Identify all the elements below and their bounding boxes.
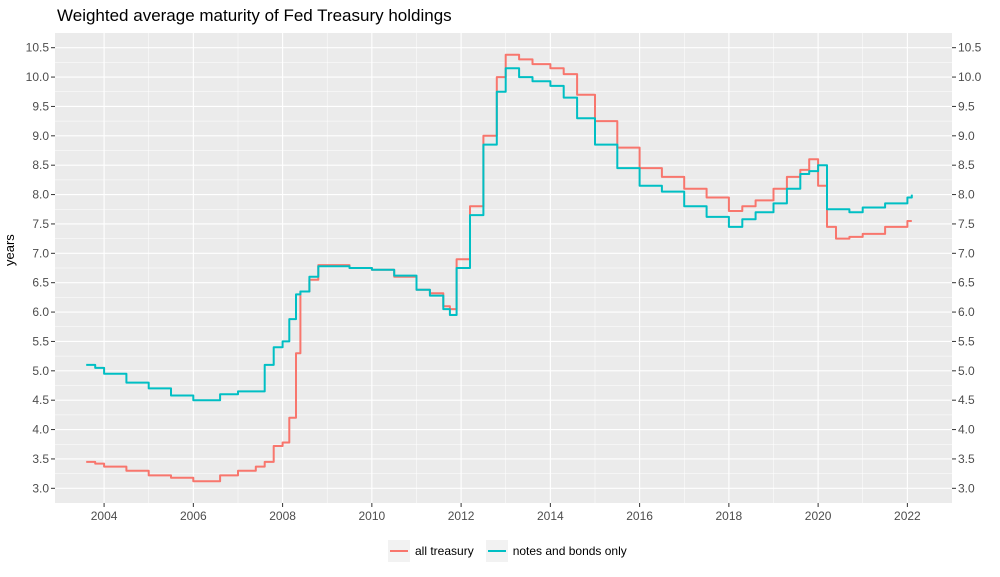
legend-key-all-treasury — [388, 540, 410, 562]
legend-label-all-treasury: all treasury — [415, 544, 474, 558]
y-tick-label: 8.0 — [32, 188, 49, 202]
x-tick-label: 2004 — [91, 509, 118, 523]
y-tick-label-right: 6.5 — [958, 276, 975, 290]
y-tick-label: 10.5 — [26, 41, 50, 55]
y-tick-label: 5.5 — [32, 334, 49, 348]
y-tick-label: 3.0 — [32, 481, 49, 495]
y-tick-label: 6.0 — [32, 305, 49, 319]
y-tick-label-right: 4.5 — [958, 393, 975, 407]
y-tick-label: 7.0 — [32, 246, 49, 260]
series-lines — [86, 53, 913, 483]
y-tick-label-right: 4.0 — [958, 423, 975, 437]
x-tick-label: 2008 — [269, 509, 296, 523]
y-tick-label: 5.0 — [32, 364, 49, 378]
y-tick-label-right: 9.5 — [958, 99, 975, 113]
y-tick-label: 6.5 — [32, 276, 49, 290]
y-tick-label: 4.0 — [32, 423, 49, 437]
legend: all treasury notes and bonds only — [388, 540, 639, 562]
y-tick-label-right: 8.5 — [958, 158, 975, 172]
chart-title: Weighted average maturity of Fed Treasur… — [57, 6, 452, 25]
x-tick-label: 2012 — [448, 509, 475, 523]
legend-label-notes-and-bonds: notes and bonds only — [512, 544, 627, 558]
x-tick-label: 2010 — [358, 509, 385, 523]
y-tick-label-right: 3.5 — [958, 452, 975, 466]
y-tick-label-right: 6.0 — [958, 305, 975, 319]
x-tick-label: 2016 — [626, 509, 653, 523]
y-tick-label-right: 8.0 — [958, 188, 975, 202]
x-tick-label: 2020 — [805, 509, 832, 523]
gridlines — [55, 33, 952, 503]
y-tick-label-right: 10.0 — [958, 70, 982, 84]
y-axis-label: years — [2, 234, 17, 266]
legend-key-notes-and-bonds — [485, 540, 508, 562]
y-tick-label: 9.0 — [32, 129, 49, 143]
series-line-1 — [86, 67, 913, 402]
y-tick-label: 3.5 — [32, 452, 49, 466]
y-tick-label-right: 5.0 — [958, 364, 975, 378]
y-tick-label-right: 10.5 — [958, 41, 982, 55]
y-tick-label-right: 5.5 — [958, 334, 975, 348]
y-tick-label-right: 7.0 — [958, 246, 975, 260]
y-tick-label: 8.5 — [32, 158, 49, 172]
y-tick-label: 7.5 — [32, 217, 49, 231]
y-tick-label-right: 7.5 — [958, 217, 975, 231]
x-tick-label: 2022 — [894, 509, 921, 523]
y-tick-label: 9.5 — [32, 99, 49, 113]
y-tick-label-right: 9.0 — [958, 129, 975, 143]
y-tick-label: 10.0 — [26, 70, 50, 84]
legend-item-notes-and-bonds: notes and bonds only — [485, 540, 627, 562]
x-tick-label: 2014 — [537, 509, 564, 523]
y-tick-label: 4.5 — [32, 393, 49, 407]
y-tick-label-right: 3.0 — [958, 481, 975, 495]
legend-item-all-treasury: all treasury — [388, 540, 474, 562]
x-tick-label: 2006 — [180, 509, 207, 523]
axes: 2004 2006 2008 2010 2012 2014 2016 2018 2020 2022… — [26, 41, 982, 523]
x-tick-label: 2018 — [716, 509, 743, 523]
